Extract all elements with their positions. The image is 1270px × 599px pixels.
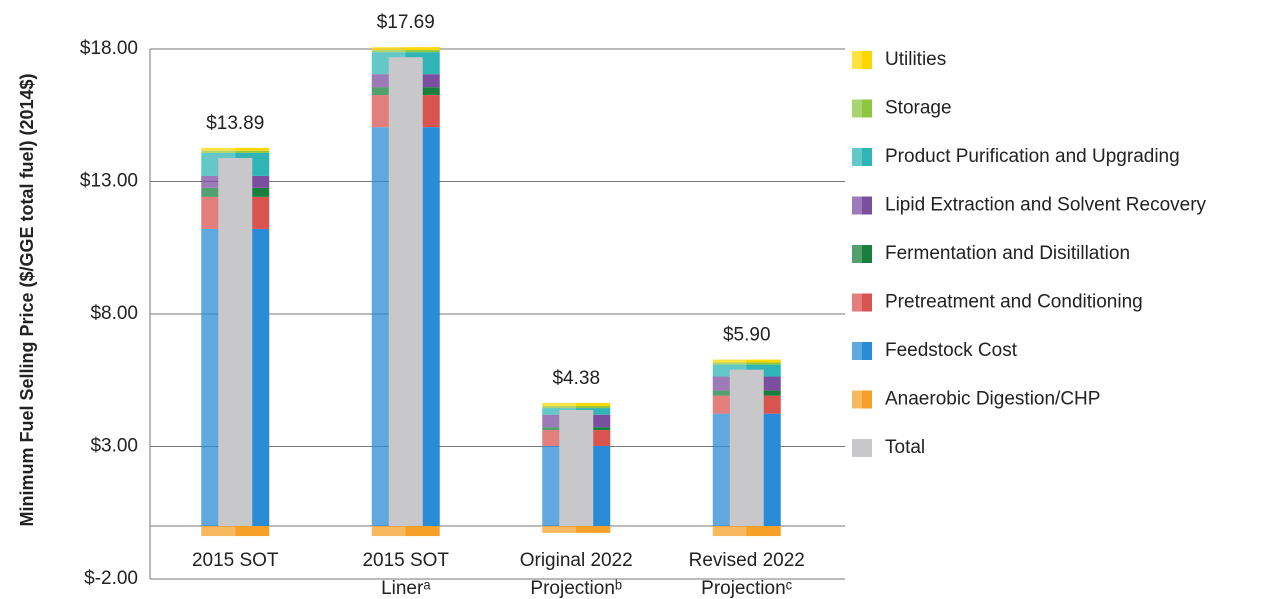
total-label: $17.69 bbox=[377, 12, 435, 33]
legend-label: Anaerobic Digestion/CHP bbox=[885, 389, 1100, 410]
x-tick-label-line: Projectionᵇ bbox=[530, 578, 622, 599]
legend-label: Pretreatment and Conditioning bbox=[885, 292, 1143, 313]
x-tick-label-line: 2015 SOT bbox=[192, 550, 279, 571]
total-bar bbox=[388, 57, 423, 527]
bar-segment bbox=[201, 526, 270, 537]
bar-segment bbox=[371, 526, 440, 537]
y-tick-label: $-2.00 bbox=[84, 568, 138, 589]
total-bar bbox=[218, 157, 253, 527]
legend-swatch bbox=[852, 99, 872, 118]
y-tick-label: $13.00 bbox=[80, 171, 138, 192]
total-label: $4.38 bbox=[552, 368, 600, 389]
legend-swatch bbox=[852, 196, 872, 215]
x-tick-label-line: Linerᵃ bbox=[381, 578, 431, 599]
legend-label: Lipid Extraction and Solvent Recovery bbox=[885, 195, 1207, 216]
legend-swatch bbox=[852, 390, 872, 409]
x-tick-label-line: Original 2022 bbox=[520, 550, 633, 571]
legend-label: Utilities bbox=[885, 49, 946, 70]
bar-segment bbox=[371, 47, 440, 51]
x-tick-label: 2015 SOT Linerᵃ bbox=[362, 550, 449, 599]
legend-swatch bbox=[852, 342, 872, 360]
bar-segment bbox=[712, 359, 781, 363]
x-tick-label-line: 2015 SOT bbox=[362, 550, 449, 571]
bar-segment bbox=[542, 526, 611, 533]
bar-segment bbox=[201, 150, 270, 153]
bar-segment bbox=[712, 362, 781, 365]
legend-swatch bbox=[852, 51, 872, 69]
x-tick-label: 2015 SOT bbox=[192, 550, 279, 571]
y-axis-label: Minimum Fuel Selling Price ($/GGE total … bbox=[17, 73, 37, 526]
y-tick-label: $18.00 bbox=[80, 38, 138, 59]
legend-label: Feedstock Cost bbox=[885, 340, 1018, 361]
bar-segment bbox=[712, 526, 781, 537]
total-bar bbox=[559, 409, 594, 526]
bar-segment bbox=[201, 147, 270, 151]
x-tick-label: Revised 2022 Projectionᶜ bbox=[689, 550, 805, 599]
bar-segment bbox=[542, 405, 611, 409]
legend-swatch bbox=[852, 293, 872, 312]
x-tick-label: Original 2022 Projectionᵇ bbox=[520, 550, 633, 599]
legend-swatch bbox=[852, 148, 872, 166]
total-label: $13.89 bbox=[206, 113, 264, 134]
legend-swatch bbox=[852, 245, 872, 263]
legend-swatch bbox=[852, 439, 872, 457]
bar-segment bbox=[542, 403, 611, 406]
legend-label: Total bbox=[885, 437, 925, 458]
legend-label: Fermentation and Disitillation bbox=[885, 243, 1130, 264]
y-tick-label: $8.00 bbox=[90, 303, 138, 324]
legend-label: Storage bbox=[885, 98, 952, 119]
legend-label: Product Purification and Upgrading bbox=[885, 146, 1180, 167]
total-label: $5.90 bbox=[723, 325, 771, 346]
total-bar bbox=[729, 369, 764, 526]
x-tick-label-line: Revised 2022 bbox=[689, 550, 805, 571]
bar-segment bbox=[371, 50, 440, 53]
x-tick-label-line: Projectionᶜ bbox=[701, 578, 792, 599]
y-tick-label: $3.00 bbox=[90, 436, 138, 457]
